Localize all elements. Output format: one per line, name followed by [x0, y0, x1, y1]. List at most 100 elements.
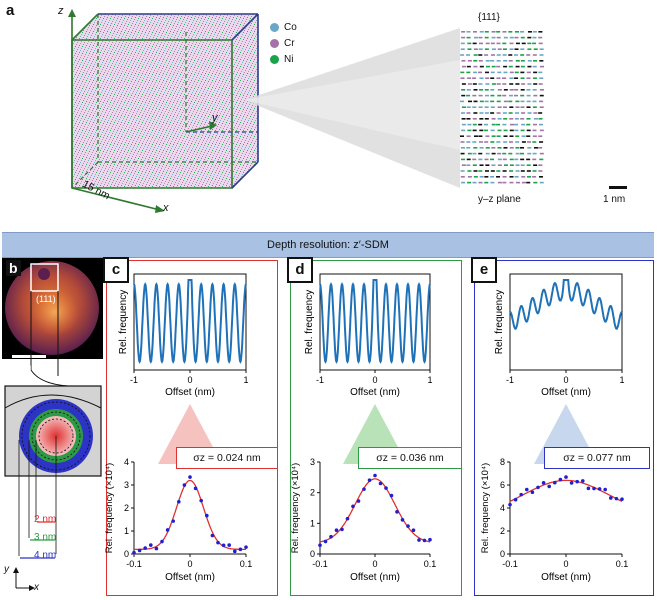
- atom-mark: [479, 164, 484, 166]
- data-point: [541, 481, 546, 485]
- atom-mark: [461, 181, 466, 184]
- atom-mark: [502, 31, 507, 33]
- atom-mark: [467, 77, 472, 79]
- data-point: [519, 492, 523, 497]
- atom-mark: [485, 42, 490, 45]
- atom-mark: [533, 112, 538, 114]
- atom-mark: [502, 158, 507, 161]
- atom-mark: [484, 129, 489, 132]
- atom-mark: [491, 118, 496, 120]
- y-tick-label: 4: [124, 457, 129, 467]
- x-tick-label: 0: [372, 559, 377, 569]
- atom-mark: [473, 176, 478, 178]
- atom-cube-figure: [68, 9, 460, 213]
- atom-mark: [503, 71, 508, 74]
- atom-mark: [466, 141, 471, 143]
- data-point: [238, 547, 243, 552]
- data-point: [547, 484, 551, 489]
- data-point: [536, 485, 540, 490]
- atom-mark: [479, 118, 484, 120]
- atom-mark: [509, 170, 514, 172]
- legend-ni-marker: [270, 55, 279, 64]
- atom-mark: [497, 158, 502, 161]
- atom-mark: [538, 83, 543, 85]
- y-tick-label: 4: [500, 503, 505, 513]
- atom-mark: [473, 112, 478, 114]
- atom-mark: [509, 129, 514, 132]
- atom-mark: [479, 112, 484, 114]
- data-point: [400, 518, 405, 522]
- x-axis-title: Offset (nm): [165, 387, 215, 398]
- atom-mark: [509, 106, 514, 108]
- atom-mark: [473, 65, 478, 68]
- atom-mark: [532, 135, 537, 137]
- atom-mark: [460, 141, 465, 143]
- atom-mark: [520, 164, 525, 166]
- atom-mark: [502, 94, 507, 97]
- atom-mark: [467, 152, 472, 155]
- atom-mark: [502, 48, 507, 50]
- atom-mark: [490, 170, 495, 172]
- atom-mark: [532, 158, 537, 161]
- atom-mark: [539, 89, 544, 91]
- atom-mark: [520, 158, 525, 161]
- atom-mark: [509, 158, 514, 161]
- atom-mark: [538, 118, 543, 120]
- atom-mark: [526, 164, 531, 166]
- data-point: [597, 487, 602, 491]
- atom-mark: [485, 83, 490, 85]
- data-point: [351, 504, 355, 509]
- y-tick-label: 6: [500, 480, 505, 490]
- atom-mark: [509, 135, 514, 137]
- atom-mark: [478, 60, 483, 62]
- atom-mark: [473, 135, 478, 137]
- cube-edge: [71, 13, 99, 41]
- atom-mark: [484, 89, 489, 91]
- legend-co-marker: [270, 23, 279, 32]
- atom-mark: [520, 77, 525, 79]
- atom-mark: [533, 118, 538, 120]
- atom-mark: [503, 89, 508, 91]
- atom-mark: [491, 123, 496, 126]
- atom-mark: [526, 94, 531, 97]
- atom-mark: [520, 94, 525, 97]
- x-tick-label: -0.1: [126, 559, 142, 569]
- series-line: [319, 279, 431, 364]
- atom-mark: [508, 94, 513, 97]
- plane-title: {111}: [478, 12, 500, 23]
- atom-mark: [520, 170, 525, 172]
- atom-mark: [538, 147, 543, 149]
- x-tick-label: 0.1: [240, 559, 253, 569]
- atom-mark: [461, 158, 466, 161]
- sigma-box-e: σz = 0.077 nm: [544, 447, 650, 469]
- atom-mark: [467, 170, 472, 172]
- atom-mark: [490, 100, 495, 103]
- atom-mark: [484, 100, 489, 103]
- atom-mark: [473, 60, 478, 62]
- depth-resolution-banner: Depth resolution: z′-SDM: [2, 232, 654, 258]
- atom-mark: [490, 71, 495, 74]
- atom-mark: [467, 48, 472, 50]
- atom-mark: [509, 141, 514, 143]
- top-chart-c: -1 0 1 Offset (nm) Rel. frequency: [118, 273, 249, 398]
- atom-mark: [503, 65, 508, 68]
- atom-mark: [508, 31, 513, 33]
- atom-mark: [467, 123, 472, 126]
- atom-mark: [478, 94, 483, 97]
- atom-mark: [467, 42, 472, 45]
- atom-mark: [460, 77, 465, 79]
- atom-mark: [496, 60, 501, 62]
- atom-mark: [503, 36, 508, 39]
- atom-mark: [466, 118, 471, 120]
- atom-mark: [509, 164, 514, 166]
- atom-mark: [472, 158, 477, 161]
- atom-mark: [526, 135, 531, 137]
- x-axis-title: Offset (nm): [165, 572, 215, 583]
- panel-d-label: d: [287, 257, 313, 283]
- atom-mark: [532, 123, 537, 126]
- atom-mark: [485, 60, 490, 62]
- atom-mark: [460, 176, 465, 178]
- atom-mark: [514, 31, 519, 33]
